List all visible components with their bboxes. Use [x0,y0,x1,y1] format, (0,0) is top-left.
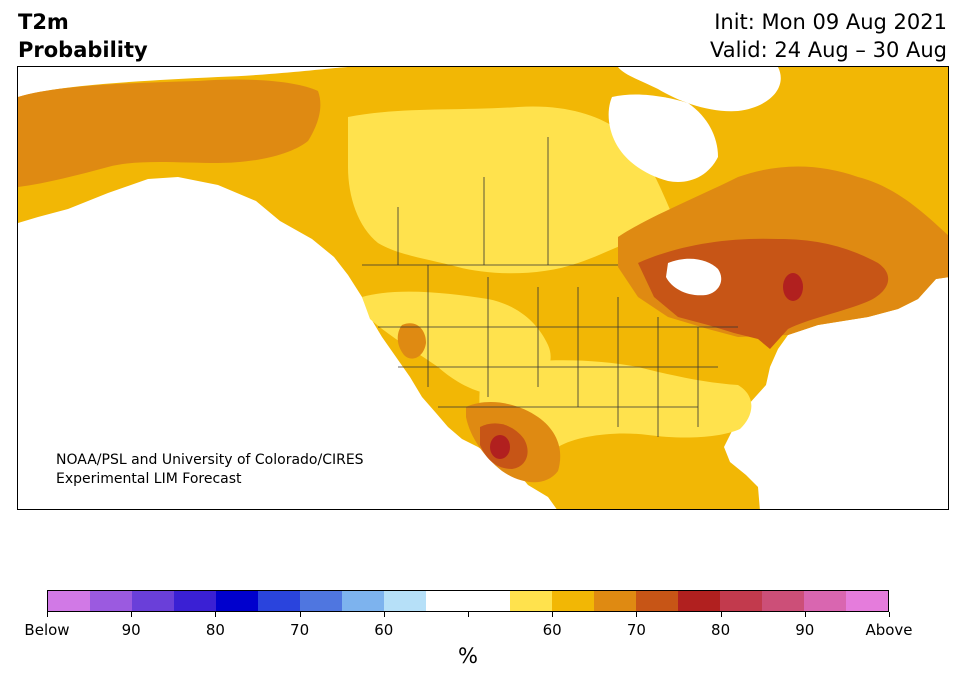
colorbar-segment [636,591,678,611]
colorbar-segment [594,591,636,611]
colorbar-segment [132,591,174,611]
colorbar-tick [552,612,554,617]
colorbar-tick-label: 60 [542,621,562,639]
colorbar-segment [510,591,552,611]
forecast-dates: Init: Mon 09 Aug 2021 Valid: 24 Aug – 30… [710,8,947,64]
colorbar-tick-label: 80 [205,621,225,639]
probability-colorbar [47,590,889,612]
colorbar-tick-label: 90 [121,621,141,639]
colorbar-tick [47,612,48,617]
central-canada-light [348,106,678,274]
colorbar-segment [48,591,90,611]
colorbar-segment [342,591,384,611]
colorbar-tick-label: 60 [374,621,394,639]
colorbar-center-tick [468,612,469,617]
alaska-region [18,79,321,187]
colorbar-segment [258,591,300,611]
colorbar-segment [384,591,426,611]
colorbar-tick-label: 90 [795,621,815,639]
colorbar-tick-label: 70 [626,621,646,639]
valid-dates: Valid: 24 Aug – 30 Aug [709,38,947,62]
north-america-map [18,67,948,509]
colorbar-tick [131,612,133,617]
colorbar-tick [804,612,806,617]
northern-islands [618,67,781,112]
great-lakes [666,258,722,296]
colorbar-segment [300,591,342,611]
credit-line-1: NOAA/PSL and University of Colorado/CIRE… [56,452,364,468]
colorbar-segment [846,591,888,611]
colorbar-segment [216,591,258,611]
west-orange-patch [397,323,426,359]
colorbar-segment [720,591,762,611]
credit-text: NOAA/PSL and University of Colorado/CIRE… [56,451,364,489]
colorbar-tick [299,612,301,617]
colorbar-segment [90,591,132,611]
init-date: Init: Mon 09 Aug 2021 [714,10,947,34]
colorbar-tick [889,612,890,617]
colorbar-segment [678,591,720,611]
colorbar-segment [762,591,804,611]
colorbar-tick [215,612,217,617]
colorbar-tick [636,612,638,617]
colorbar-tick [720,612,722,617]
colorbar-segment [804,591,846,611]
colorbar-tick [383,612,385,617]
colorbar-segment [426,591,510,611]
mexico-red-spot [490,435,510,459]
northeast-red-spot [783,273,803,301]
canada-us-border [362,137,618,266]
probability-map: NOAA/PSL and University of Colorado/CIRE… [17,66,949,510]
map-title: T2m Probability [18,8,148,64]
title-variable: T2m [18,10,69,34]
colorbar-tick-label: 70 [290,621,310,639]
colorbar-segment [552,591,594,611]
colorbar-segment [174,591,216,611]
colorbar-tick-label: Above [865,621,913,639]
hudson-bay [608,94,718,182]
colorbar-tick-label: Below [24,621,70,639]
title-type: Probability [18,38,148,62]
colorbar-tick-label: 80 [711,621,731,639]
us-state-lines [378,265,738,437]
credit-line-2: Experimental LIM Forecast [56,471,242,487]
colorbar-unit: % [458,644,478,668]
